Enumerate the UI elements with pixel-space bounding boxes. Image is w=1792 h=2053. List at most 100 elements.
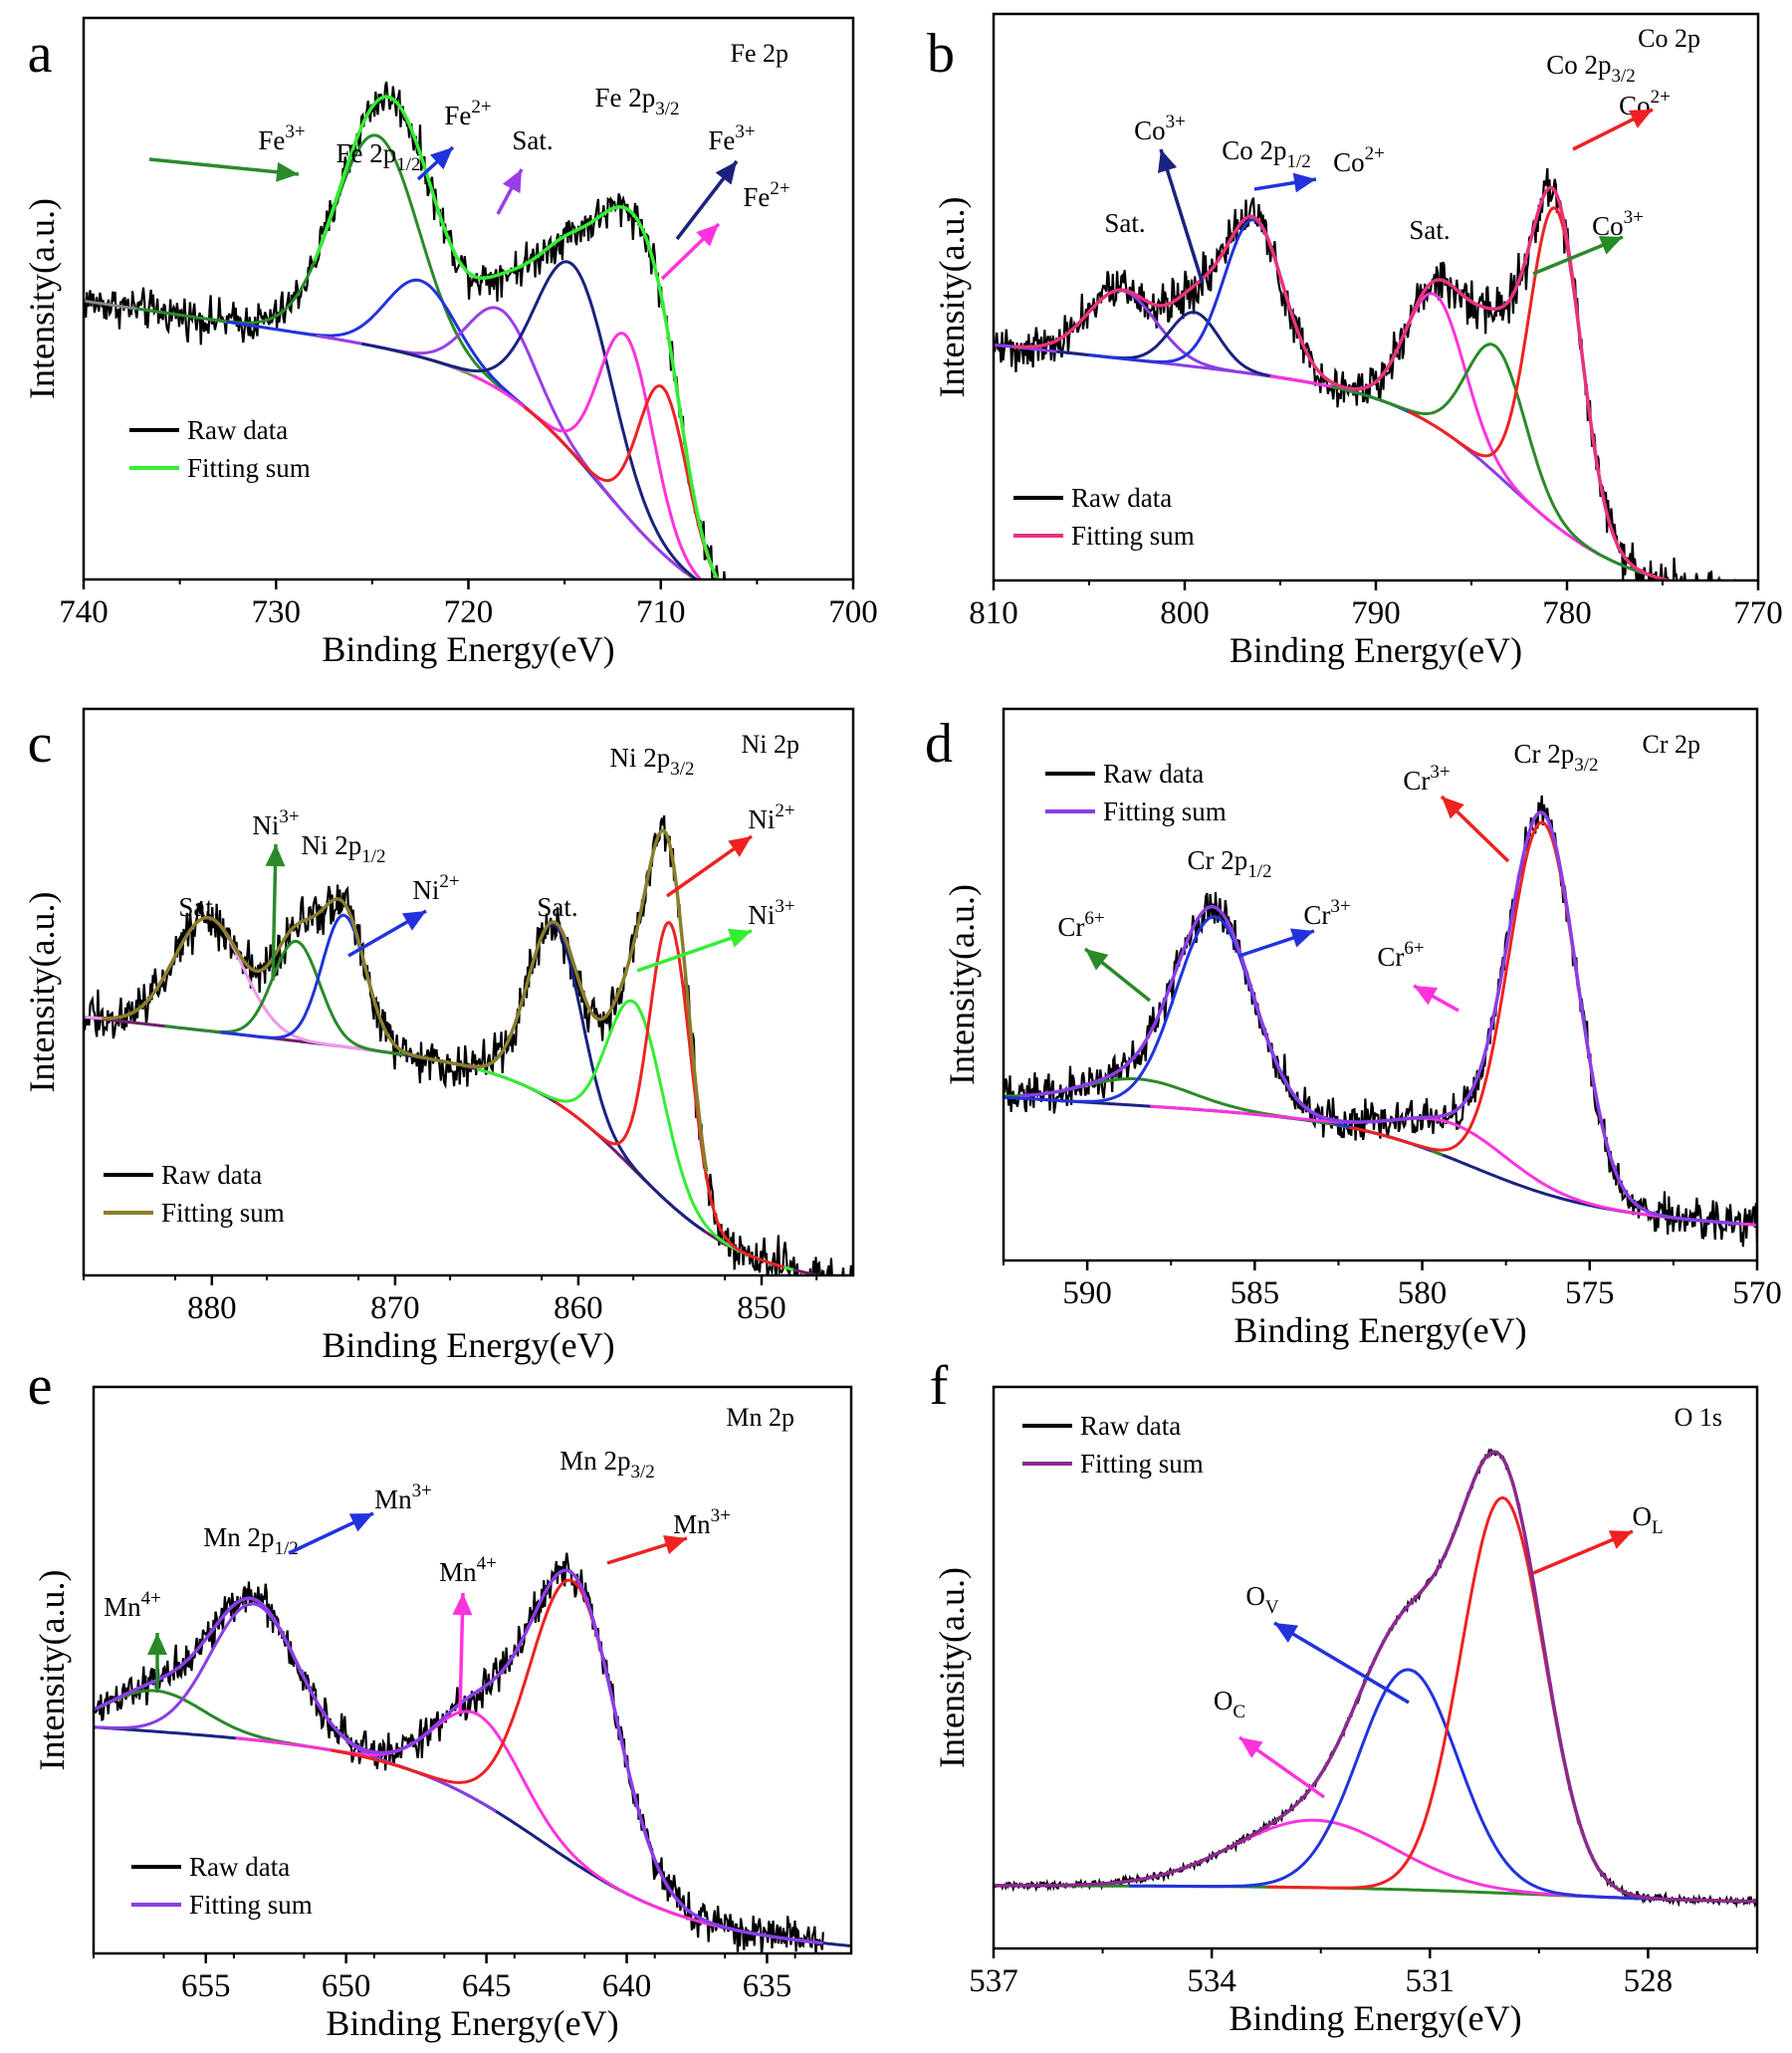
fit-component-6: [555, 920, 785, 1269]
raw-data-line: [994, 167, 1736, 580]
arrow-head: [715, 161, 737, 185]
fit-component-2: [94, 1602, 497, 1813]
x-tick-label: 710: [636, 594, 686, 630]
background-line: [84, 1016, 827, 1275]
fit-component-5: [1330, 342, 1663, 580]
annotation-superscript: 2+: [1365, 143, 1385, 164]
annotation-base: Fe 2p: [336, 138, 396, 168]
annotation-superscript: 2+: [775, 800, 794, 821]
annotation-superscript: 3+: [775, 896, 794, 917]
fit-component-4: [361, 260, 699, 579]
peak-annotation: Fe 2p3/2: [594, 83, 679, 119]
y-axis-title: Intensity(a.u.): [32, 1570, 72, 1771]
fitting-sum-line: [94, 1568, 823, 1945]
annotation-subscript: 1/2: [1247, 861, 1271, 882]
fit-component-1: [994, 289, 1315, 385]
x-tick-label: 860: [554, 1290, 603, 1326]
fit-component-6: [523, 383, 720, 579]
arrow-head: [276, 161, 299, 182]
x-axis-title: Binding Energy(eV): [322, 1325, 614, 1365]
plot-area: [994, 167, 1736, 580]
annotation-subscript: 1/2: [396, 154, 420, 175]
peak-annotation: Co2+: [1333, 143, 1385, 177]
peak-annotation: Cr3+: [1403, 762, 1450, 796]
peak-annotation: Sat.: [512, 125, 553, 155]
arrow-head: [1157, 149, 1178, 173]
peak-annotation: Ni 2p3/2: [609, 743, 694, 780]
x-tick-label: 870: [370, 1290, 420, 1326]
panel-letter: e: [28, 1355, 53, 1417]
annotation-base: Cr: [1057, 912, 1084, 942]
annotation-subscript: 3/2: [630, 1462, 654, 1483]
annotation-subscript: 3/2: [670, 759, 694, 780]
annotation-arrow: [271, 843, 278, 982]
annotation-base: Cr: [1303, 900, 1330, 930]
annotation-subscript: 1/2: [1286, 151, 1310, 172]
y-axis-title: Intensity(a.u.): [932, 197, 972, 398]
annotation-base: Ni: [252, 810, 279, 840]
x-tick-label: 880: [187, 1290, 237, 1326]
peak-annotation: Mn4+: [439, 1553, 497, 1587]
annotation-superscript: 2+: [1651, 87, 1671, 108]
annotation-arrow: [148, 157, 300, 176]
panel-letter: b: [927, 23, 955, 85]
peak-annotation: Fe3+: [708, 121, 755, 155]
annotation-base: Mn: [439, 1557, 477, 1587]
annotation-base: Cr 2p: [1513, 739, 1574, 769]
peak-annotation: Fe3+: [258, 121, 305, 155]
peak-annotation: Co 2p3/2: [1546, 50, 1636, 87]
legend-label: Raw data: [187, 415, 288, 445]
annotation-base: Co 2p: [1222, 135, 1286, 165]
annotation-subscript: 1/2: [274, 1538, 298, 1559]
arrow-head: [1608, 1530, 1633, 1549]
annotation-base: Ni 2p: [301, 830, 361, 860]
peak-annotation: Mn3+: [673, 1505, 731, 1539]
annotation-base: Co: [1333, 147, 1365, 177]
plot-area: [84, 81, 741, 579]
arrow-head: [1628, 110, 1653, 128]
plot-frame: [992, 1385, 1759, 1950]
region-label: O 1s: [1675, 1403, 1722, 1432]
annotation-base: Fe: [743, 182, 770, 212]
legend-label: Fitting sum: [161, 1198, 285, 1228]
arrow-head: [430, 147, 453, 170]
arrow-head: [1414, 986, 1439, 1006]
legend-label: Raw data: [1080, 1411, 1181, 1441]
legend-label: Raw data: [189, 1852, 290, 1882]
y-axis-title: Intensity(a.u.): [932, 1567, 972, 1768]
annotation-subscript: L: [1652, 1517, 1664, 1538]
fit-component-2: [163, 939, 429, 1060]
annotation-base: Fe: [444, 101, 471, 130]
legend-label: Fitting sum: [189, 1890, 313, 1920]
peak-annotation: Mn 2p3/2: [560, 1446, 655, 1483]
plot-area: [994, 1448, 1757, 1909]
x-tick-label: 810: [969, 595, 1018, 631]
fitting-sum-line: [1012, 185, 1676, 580]
fitting-sum-line: [102, 828, 709, 1173]
panel-letter: c: [28, 713, 53, 775]
peak-annotation: Mn3+: [374, 1481, 432, 1514]
fitting-sum-line: [1019, 809, 1741, 1226]
annotation-base: Co: [1592, 211, 1624, 241]
fit-component-4: [1269, 292, 1602, 557]
plot-frame: [92, 1385, 853, 1955]
arrow-head: [1289, 928, 1314, 948]
x-tick-label: 534: [1187, 1963, 1236, 1999]
arrow-head: [147, 1633, 167, 1655]
plot-area: [1004, 795, 1757, 1248]
region-label: Mn 2p: [726, 1403, 794, 1432]
x-tick-label: 570: [1732, 1275, 1782, 1311]
arrow-head: [696, 224, 719, 247]
legend-label: Fitting sum: [1080, 1449, 1204, 1479]
arrow-head: [265, 844, 286, 867]
arrow-head: [663, 1535, 687, 1555]
x-tick-label: 780: [1542, 595, 1592, 631]
peak-annotation: Co3+: [1134, 112, 1186, 145]
peak-annotation: Fe2+: [444, 97, 491, 130]
fit-component-4: [1349, 820, 1736, 1226]
x-tick-label: 700: [828, 594, 878, 630]
annotation-superscript: 4+: [477, 1553, 497, 1574]
x-tick-label: 580: [1398, 1275, 1448, 1311]
legend-label: Raw data: [1103, 759, 1204, 789]
x-tick-label: 528: [1624, 1963, 1674, 1999]
